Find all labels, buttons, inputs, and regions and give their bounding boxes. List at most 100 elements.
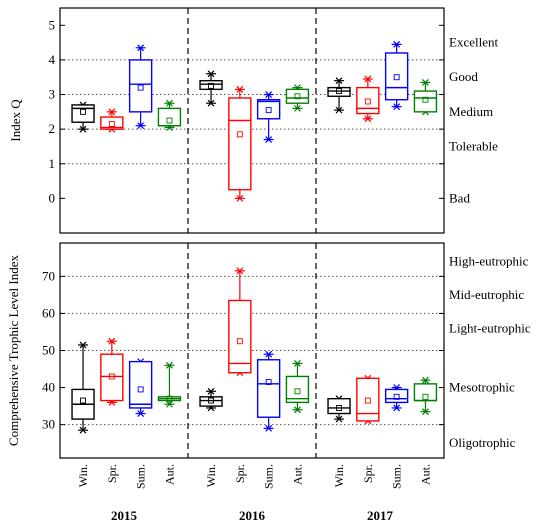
box-iqr (228, 97, 252, 191)
y-tick-label: 4 (49, 52, 56, 67)
extreme-marker (364, 115, 372, 123)
y-tick-label: 60 (42, 305, 55, 320)
year-label: 2015 (111, 508, 138, 523)
extreme-marker (335, 415, 343, 423)
extreme-marker (236, 267, 244, 275)
x-category-label: Win. (332, 464, 346, 487)
y-tick-label: 50 (42, 343, 55, 358)
extreme-marker (422, 408, 429, 416)
extreme-marker (166, 361, 173, 369)
mean-marker (137, 84, 144, 91)
box-iqr (128, 59, 153, 113)
box-iqr (128, 360, 153, 409)
extreme-marker (294, 406, 301, 414)
mean-marker (294, 93, 301, 100)
class-label: High-eutrophic (449, 254, 529, 269)
mean-marker (422, 393, 429, 400)
mean-marker (208, 82, 214, 89)
class-label: Bad (449, 190, 470, 205)
mean-marker (265, 379, 272, 385)
extreme-marker (294, 360, 301, 367)
box-iqr (384, 52, 409, 101)
box-sum-2016 (256, 91, 281, 143)
class-label: Medium (449, 104, 493, 119)
y-axis-label: Comprehensive Trophic Level Index (6, 255, 21, 446)
extreme-marker (236, 194, 244, 202)
box-win-2017 (327, 77, 351, 114)
x-category-label: Sum. (262, 464, 276, 489)
class-label: Good (449, 69, 478, 84)
box-iqr (413, 383, 438, 402)
class-label: Mid-eutrophic (449, 287, 524, 302)
box-spr-2017 (356, 75, 380, 123)
extreme-marker (207, 99, 215, 107)
box-spr-2016 (228, 85, 252, 202)
box-sum-2017 (384, 384, 409, 412)
extreme-marker (265, 91, 273, 98)
x-category-label: Win. (76, 464, 90, 487)
x-category-label: Aut. (418, 464, 432, 485)
mean-marker (80, 108, 86, 115)
box-spr-2017 (356, 374, 380, 425)
box-aut-2016 (285, 360, 310, 414)
box-iqr (100, 116, 124, 130)
extreme-marker (335, 77, 343, 85)
box-aut-2015 (157, 99, 182, 131)
year-label: 2017 (367, 508, 394, 523)
x-category-label: Win. (204, 464, 218, 487)
box-aut-2016 (285, 84, 310, 112)
class-label: Light-eutrophic (449, 320, 531, 335)
box-iqr (228, 299, 252, 374)
box-win-2015 (71, 341, 95, 434)
mean-marker (336, 88, 342, 95)
extreme-marker (393, 40, 401, 48)
x-category-label: Spr. (105, 464, 119, 483)
extreme-marker (166, 99, 173, 107)
x-category-label: Aut. (290, 464, 304, 485)
extreme-marker (79, 125, 87, 133)
box-aut-2015 (157, 361, 182, 408)
y-tick-label: 2 (49, 121, 56, 136)
extreme-marker (79, 341, 87, 349)
box-iqr (199, 396, 223, 407)
extreme-marker (422, 78, 429, 86)
y-tick-label: 5 (49, 17, 56, 32)
class-label: Oligotrophic (449, 435, 516, 450)
box-win-2016 (199, 387, 223, 412)
box-aut-2017 (413, 78, 438, 116)
extreme-marker (393, 103, 401, 111)
x-category-label: Sum. (134, 464, 148, 489)
box-iqr (327, 397, 351, 415)
box-aut-2017 (413, 376, 438, 416)
class-label: Excellent (449, 35, 498, 50)
box-iqr (71, 104, 95, 123)
class-label: Mesotrophic (449, 380, 515, 395)
box-iqr (256, 99, 281, 120)
box-win-2016 (199, 70, 223, 107)
extreme-marker (364, 75, 372, 83)
box-iqr (413, 90, 438, 113)
extreme-marker (137, 44, 145, 52)
mean-marker (265, 107, 272, 114)
mean-marker (393, 74, 400, 81)
extreme-marker (137, 410, 145, 417)
x-category-label: Aut. (162, 464, 176, 485)
extreme-marker (108, 337, 116, 345)
mean-marker (294, 388, 301, 395)
y-tick-label: 0 (49, 190, 56, 205)
x-category-label: Sum. (390, 464, 404, 489)
mean-marker (364, 397, 371, 404)
extreme-marker (265, 350, 273, 358)
mean-marker (137, 386, 144, 393)
class-label: Tolerable (449, 138, 498, 153)
box-sum-2017 (384, 40, 409, 111)
box-iqr (285, 375, 310, 404)
extreme-marker (137, 122, 145, 130)
y-axis-label: Index Q (8, 99, 23, 142)
box-iqr (199, 79, 223, 91)
box-spr-2015 (100, 108, 124, 133)
box-win-2015 (71, 101, 95, 133)
box-sum-2015 (128, 358, 153, 417)
mean-marker (80, 397, 86, 404)
